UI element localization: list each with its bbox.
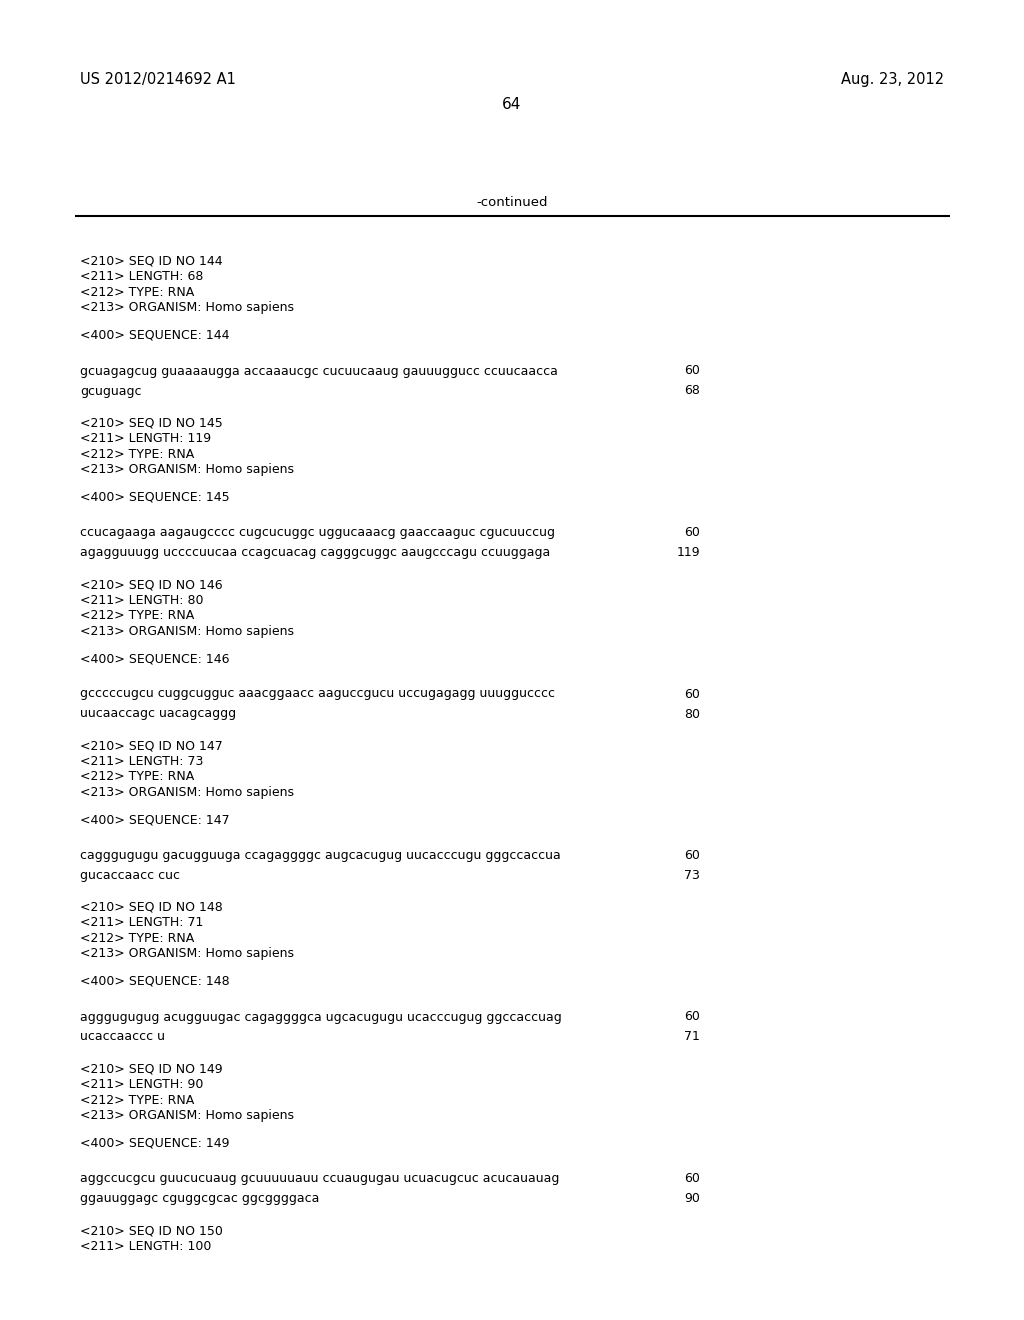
Text: <212> TYPE: RNA: <212> TYPE: RNA	[80, 447, 195, 461]
Text: uucaaccagc uacagcaggg: uucaaccagc uacagcaggg	[80, 708, 237, 721]
Text: 73: 73	[684, 869, 700, 882]
Text: <210> SEQ ID NO 147: <210> SEQ ID NO 147	[80, 739, 223, 752]
Text: <213> ORGANISM: Homo sapiens: <213> ORGANISM: Homo sapiens	[80, 948, 294, 961]
Text: <210> SEQ ID NO 150: <210> SEQ ID NO 150	[80, 1224, 223, 1237]
Text: <210> SEQ ID NO 146: <210> SEQ ID NO 146	[80, 578, 222, 591]
Text: <212> TYPE: RNA: <212> TYPE: RNA	[80, 286, 195, 300]
Text: 64: 64	[503, 96, 521, 112]
Text: 60: 60	[684, 1172, 700, 1185]
Text: agagguuugg uccccuucaa ccagcuacag cagggcuggc aaugcccagu ccuuggaga: agagguuugg uccccuucaa ccagcuacag cagggcu…	[80, 546, 550, 558]
Text: <212> TYPE: RNA: <212> TYPE: RNA	[80, 1093, 195, 1106]
Text: gcccccugcu cuggcugguc aaacggaacc aaguccgucu uccugagagg uuuggucccc: gcccccugcu cuggcugguc aaacggaacc aaguccg…	[80, 688, 555, 701]
Text: <210> SEQ ID NO 148: <210> SEQ ID NO 148	[80, 902, 223, 913]
Text: 60: 60	[684, 525, 700, 539]
Text: <213> ORGANISM: Homo sapiens: <213> ORGANISM: Homo sapiens	[80, 463, 294, 477]
Text: <211> LENGTH: 68: <211> LENGTH: 68	[80, 271, 204, 284]
Text: <213> ORGANISM: Homo sapiens: <213> ORGANISM: Homo sapiens	[80, 785, 294, 799]
Text: agggugugug acugguugac cagaggggca ugcacugugu ucacccugug ggccaccuag: agggugugug acugguugac cagaggggca ugcacug…	[80, 1011, 562, 1023]
Text: <400> SEQUENCE: 147: <400> SEQUENCE: 147	[80, 813, 229, 826]
Text: <213> ORGANISM: Homo sapiens: <213> ORGANISM: Homo sapiens	[80, 301, 294, 314]
Text: -continued: -continued	[476, 195, 548, 209]
Text: 60: 60	[684, 1011, 700, 1023]
Text: <400> SEQUENCE: 149: <400> SEQUENCE: 149	[80, 1137, 229, 1150]
Text: ggauuggagc cguggcgcac ggcggggaca: ggauuggagc cguggcgcac ggcggggaca	[80, 1192, 319, 1205]
Text: <400> SEQUENCE: 145: <400> SEQUENCE: 145	[80, 491, 229, 503]
Text: 80: 80	[684, 708, 700, 721]
Text: gcuguagc: gcuguagc	[80, 384, 141, 397]
Text: <400> SEQUENCE: 144: <400> SEQUENCE: 144	[80, 329, 229, 342]
Text: <211> LENGTH: 71: <211> LENGTH: 71	[80, 916, 204, 929]
Text: <211> LENGTH: 100: <211> LENGTH: 100	[80, 1239, 211, 1253]
Text: <212> TYPE: RNA: <212> TYPE: RNA	[80, 771, 195, 784]
Text: <210> SEQ ID NO 144: <210> SEQ ID NO 144	[80, 255, 222, 268]
Text: Aug. 23, 2012: Aug. 23, 2012	[841, 73, 944, 87]
Text: 60: 60	[684, 364, 700, 378]
Text: <213> ORGANISM: Homo sapiens: <213> ORGANISM: Homo sapiens	[80, 624, 294, 638]
Text: <210> SEQ ID NO 145: <210> SEQ ID NO 145	[80, 417, 223, 429]
Text: ccucagaaga aagaugcccc cugcucuggc uggucaaacg gaaccaaguc cgucuuccug: ccucagaaga aagaugcccc cugcucuggc uggucaa…	[80, 525, 555, 539]
Text: ucaccaaccc u: ucaccaaccc u	[80, 1031, 165, 1044]
Text: <211> LENGTH: 119: <211> LENGTH: 119	[80, 432, 211, 445]
Text: 71: 71	[684, 1031, 700, 1044]
Text: <211> LENGTH: 90: <211> LENGTH: 90	[80, 1078, 204, 1092]
Text: <212> TYPE: RNA: <212> TYPE: RNA	[80, 609, 195, 622]
Text: <400> SEQUENCE: 148: <400> SEQUENCE: 148	[80, 975, 229, 987]
Text: 60: 60	[684, 688, 700, 701]
Text: <400> SEQUENCE: 146: <400> SEQUENCE: 146	[80, 652, 229, 665]
Text: 119: 119	[677, 546, 700, 558]
Text: 68: 68	[684, 384, 700, 397]
Text: <213> ORGANISM: Homo sapiens: <213> ORGANISM: Homo sapiens	[80, 1109, 294, 1122]
Text: <212> TYPE: RNA: <212> TYPE: RNA	[80, 932, 195, 945]
Text: US 2012/0214692 A1: US 2012/0214692 A1	[80, 73, 236, 87]
Text: 60: 60	[684, 849, 700, 862]
Text: gcuagagcug guaaaaugga accaaaucgc cucuucaaug gauuuggucc ccuucaacca: gcuagagcug guaaaaugga accaaaucgc cucuuca…	[80, 364, 558, 378]
Text: cagggugugu gacugguuga ccagaggggc augcacugug uucacccugu gggccaccua: cagggugugu gacugguuga ccagaggggc augcacu…	[80, 849, 561, 862]
Text: aggccucgcu guucucuaug gcuuuuuauu ccuaugugau ucuacugcuc acucauauag: aggccucgcu guucucuaug gcuuuuuauu ccuaugu…	[80, 1172, 559, 1185]
Text: <211> LENGTH: 80: <211> LENGTH: 80	[80, 594, 204, 606]
Text: gucaccaacc cuc: gucaccaacc cuc	[80, 869, 180, 882]
Text: <210> SEQ ID NO 149: <210> SEQ ID NO 149	[80, 1063, 222, 1076]
Text: 90: 90	[684, 1192, 700, 1205]
Text: <211> LENGTH: 73: <211> LENGTH: 73	[80, 755, 204, 768]
